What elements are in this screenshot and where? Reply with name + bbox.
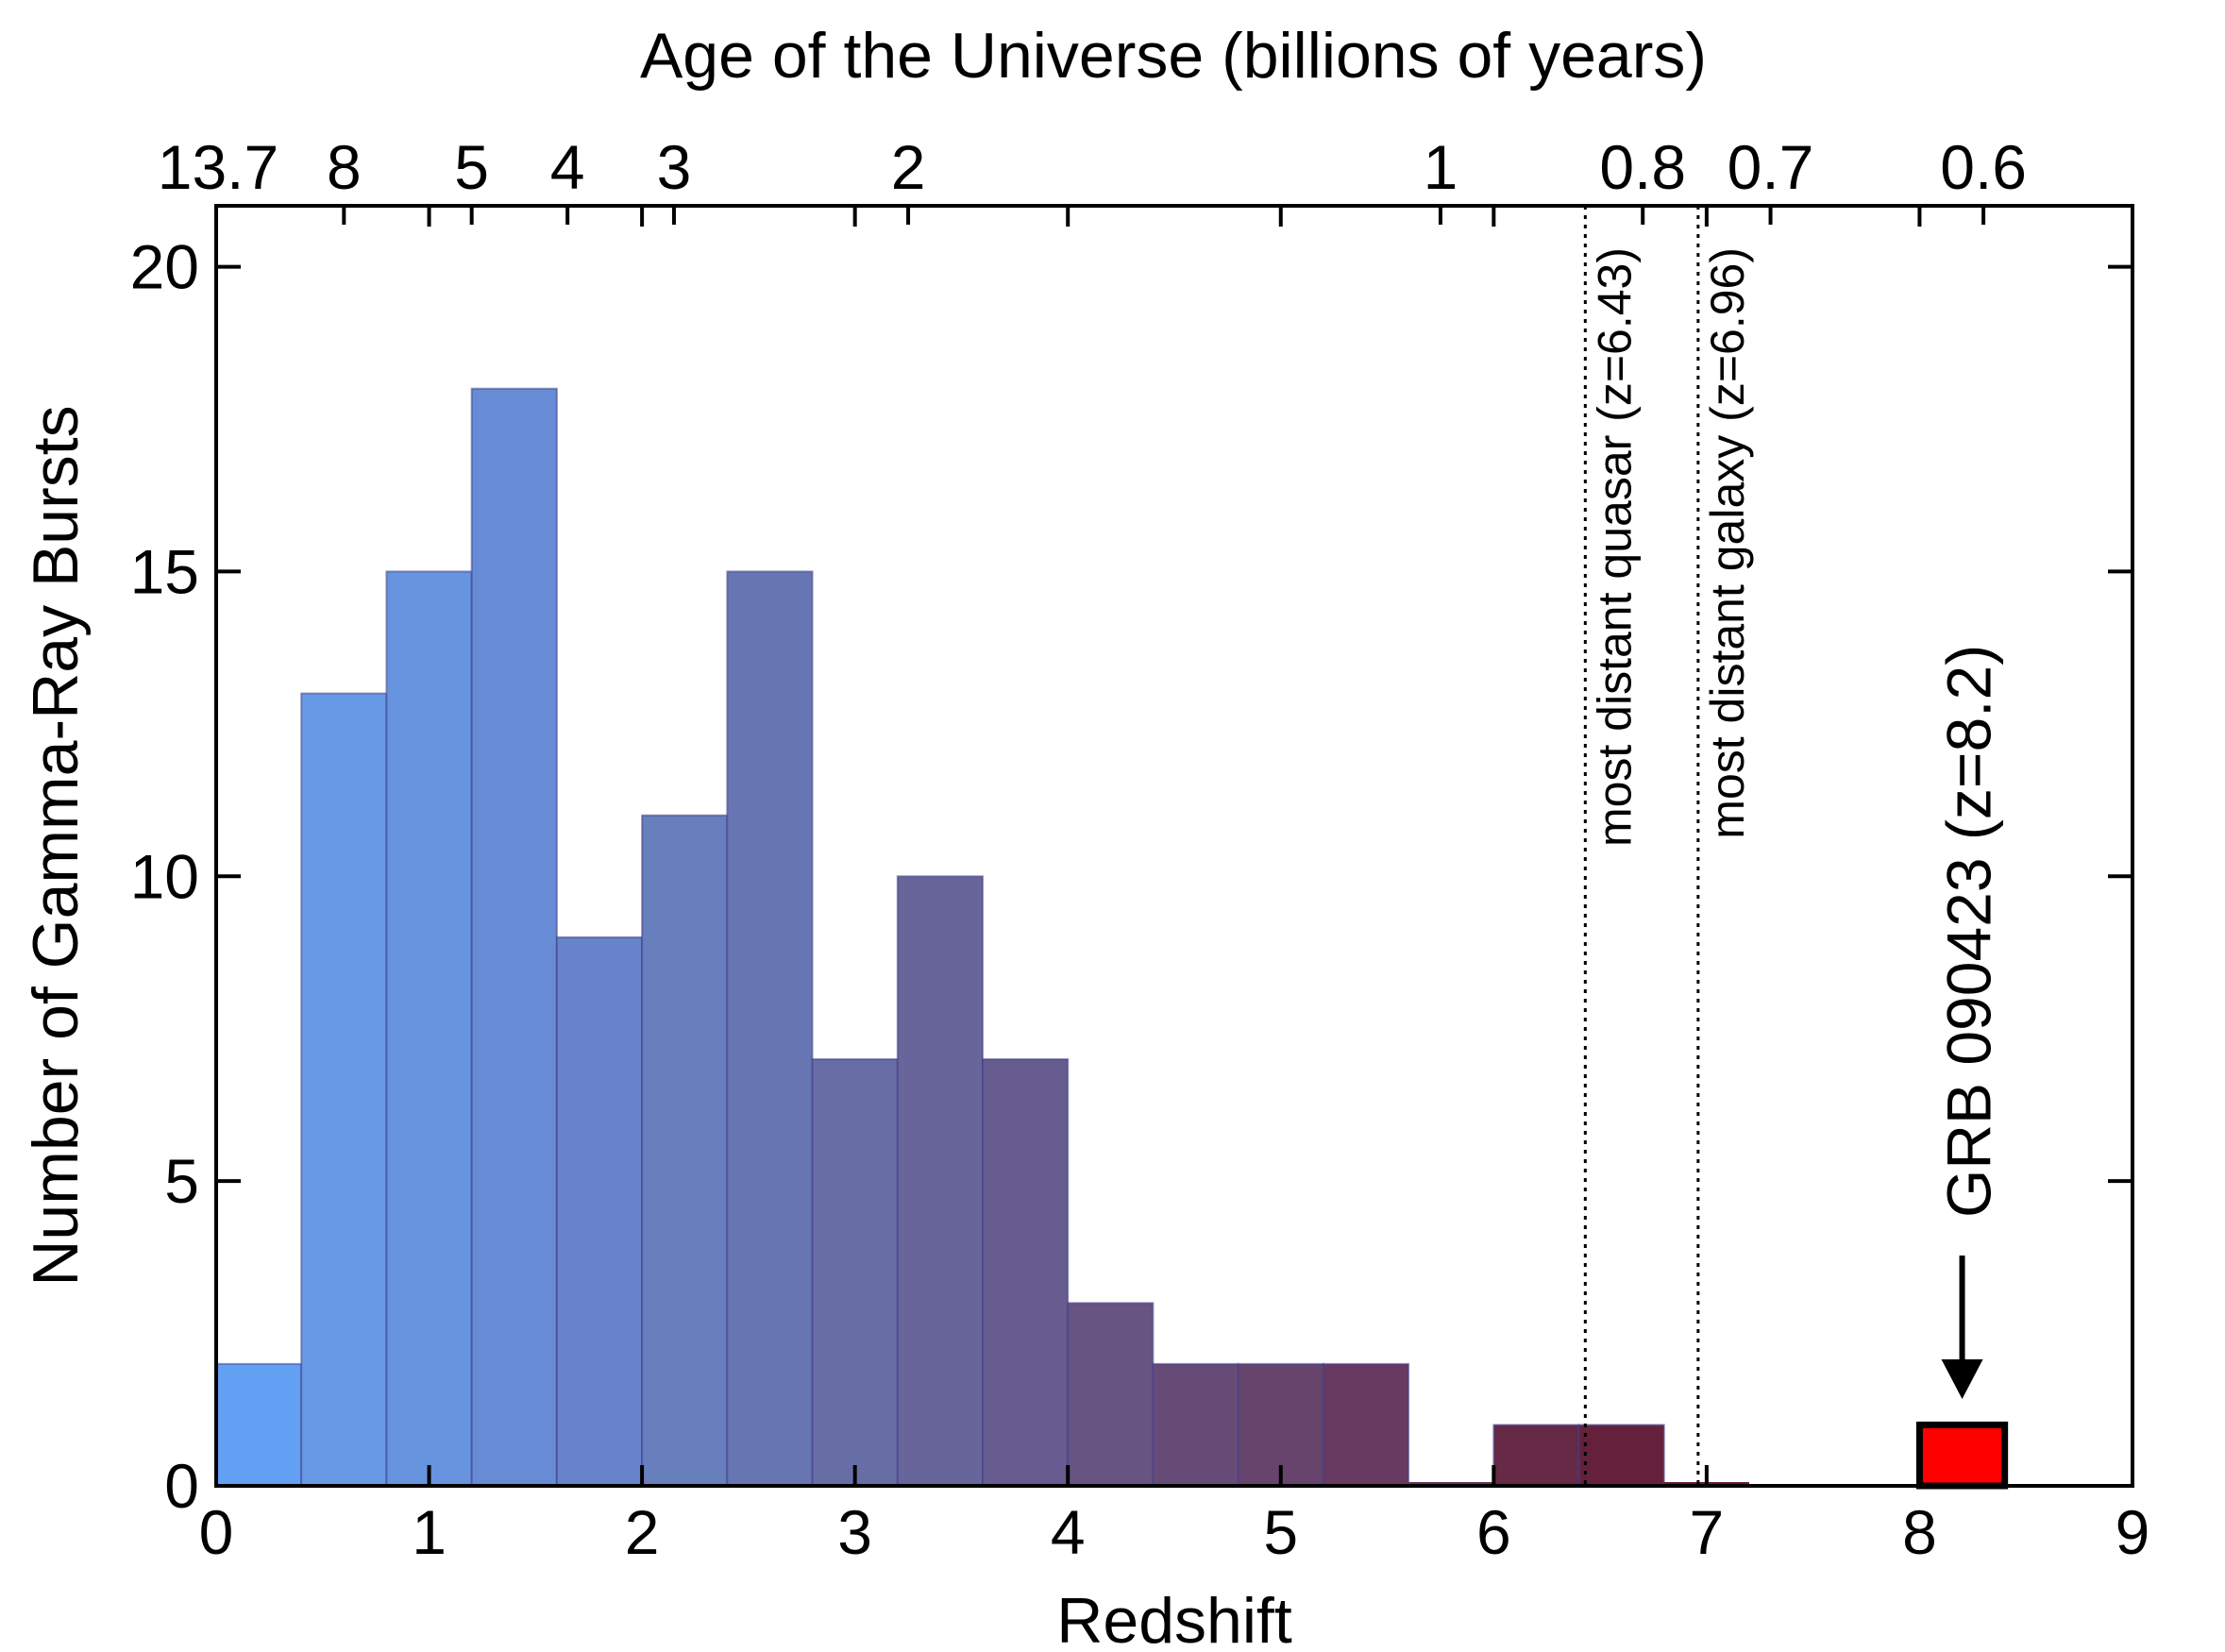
top-tick-label: 2: [891, 132, 926, 202]
top-tick-label: 13.7: [158, 132, 278, 202]
histogram-bar: [385, 570, 473, 1487]
top-axis-title: Age of the Universe (billions of years): [640, 20, 1707, 92]
histogram-bars: [215, 387, 1749, 1488]
top-axis-ticks: 13.7 8 5 4 3 2 1 0.8 0.7 0.6: [158, 132, 2027, 225]
reference-line-label: most distant galaxy (z=6.96): [1701, 247, 1754, 839]
top-tick-label: 0.8: [1599, 132, 1686, 202]
histogram-bar: [726, 570, 814, 1487]
reference-lines: most distant quasar (z=6.43) most distant…: [1583, 206, 1754, 1486]
top-tick-label: 1: [1424, 132, 1458, 202]
grb-label: GRB 090423 (z=8.2): [1934, 645, 2004, 1218]
y-tick-label: 10: [130, 841, 199, 911]
y-axis-title: Number of Gamma-Ray Bursts: [20, 405, 92, 1286]
histogram-bar: [641, 814, 729, 1487]
reference-line-label: most distant quasar (z=6.43): [1588, 247, 1641, 847]
histogram-bar: [470, 387, 558, 1488]
histogram-bar: [1577, 1424, 1665, 1488]
top-tick-label: 4: [550, 132, 585, 202]
x-tick-label: 8: [1902, 1497, 1937, 1567]
x-tick-label: 6: [1476, 1497, 1511, 1567]
histogram-bar: [300, 692, 388, 1487]
x-tick-label: 3: [837, 1497, 872, 1567]
plot-frame: [214, 204, 2134, 1488]
x-tick-label: 2: [625, 1497, 660, 1567]
x-tick-label: 4: [1051, 1497, 1086, 1567]
x-axis-ticks: 0 1 2 3 4 5 6 7 8 9: [199, 206, 2150, 1567]
top-tick-label: 8: [327, 132, 362, 202]
grb-090423-bar-group: [1915, 1421, 2009, 1490]
x-tick-label: 5: [1263, 1497, 1298, 1567]
x-tick-label: 1: [412, 1497, 447, 1567]
grb-annotation: GRB 090423 (z=8.2): [1934, 645, 2004, 1399]
y-axis-ticks: 0 5 10 15 20: [130, 232, 2132, 1521]
x-axis-title: Redshift: [1056, 1585, 1292, 1652]
y-tick-label: 5: [164, 1146, 199, 1216]
histogram-bar: [1152, 1362, 1239, 1488]
x-tick-label: 7: [1690, 1497, 1725, 1567]
y-tick-label: 15: [130, 536, 199, 606]
y-tick-label: 0: [164, 1451, 199, 1521]
histogram-bar: [1492, 1424, 1580, 1488]
arrow-down-icon: [1941, 1359, 1983, 1399]
histogram-bar: [555, 936, 644, 1487]
top-tick-label: 0.7: [1728, 132, 1814, 202]
y-tick-label: 20: [130, 232, 199, 302]
top-tick-label: 5: [454, 132, 489, 202]
histogram-bar: [982, 1058, 1070, 1487]
grb-090423-bar: [1915, 1421, 2009, 1490]
histogram-bar: [896, 875, 984, 1487]
x-tick-label: 0: [199, 1497, 234, 1567]
top-tick-label: 3: [657, 132, 692, 202]
histogram-bar: [1322, 1362, 1410, 1488]
histogram-bar: [215, 1362, 303, 1488]
top-tick-label: 0.6: [1940, 132, 2027, 202]
histogram-bar: [811, 1058, 899, 1487]
histogram-bar: [1067, 1302, 1155, 1488]
x-tick-label: 9: [2115, 1497, 2150, 1567]
